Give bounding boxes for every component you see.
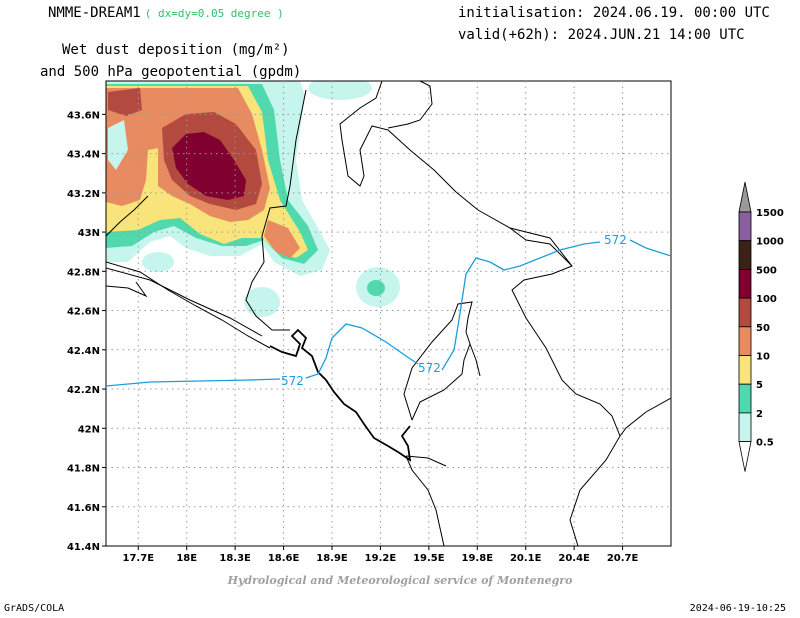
colorbar-label: 50 (756, 323, 770, 334)
colorbar-label: 500 (756, 265, 777, 276)
valid-time: valid(+62h): 2024.JUN.21 14:00 UTC (458, 27, 745, 43)
lat-label: 42.8N (67, 267, 100, 278)
contour-label: 572 (281, 374, 304, 388)
lon-label: 20.1E (510, 553, 542, 564)
field-title: Wet dust deposition (mg/m²) (62, 42, 290, 58)
longitude-labels: 17.7E 18E 18.3E 18.6E 18.9E 19.2E 19.5E 19.8E 20… (123, 553, 639, 564)
lat-label: 41.8N (67, 464, 100, 475)
contour-label: 572 (604, 233, 627, 247)
lat-label: 41.6N (67, 503, 100, 514)
colorbar-label: 1500 (756, 208, 784, 219)
model-resolution: ( dx=dy=0.05 degree ) (144, 7, 284, 20)
lon-label: 20.7E (607, 553, 639, 564)
coastline (269, 328, 412, 462)
lon-label: 19.8E (462, 553, 494, 564)
contour-labels: 572 572 572 (281, 233, 627, 388)
render-timestamp: 2024-06-19-10:25 (689, 603, 786, 614)
lat-label: 41.4N (67, 542, 100, 553)
lon-label: 18E (176, 553, 197, 564)
model-title: NMME-DREAM1( dx=dy=0.05 degree ) (48, 5, 284, 21)
lat-label: 43.2N (67, 189, 100, 200)
lat-label: 43.6N (67, 110, 100, 121)
credit-text: Hydrological and Meteorological service … (227, 574, 573, 587)
lon-label: 18.9E (316, 553, 348, 564)
lat-label: 43.4N (67, 150, 100, 161)
model-name: NMME-DREAM1 (48, 5, 141, 21)
contour-label: 572 (418, 361, 441, 375)
colorbar-label: 2 (756, 409, 763, 420)
colorbar-label: 100 (756, 294, 777, 305)
lat-label: 42.2N (67, 385, 100, 396)
initialisation-time: initialisation: 2024.06.19. 00:00 UTC (458, 5, 770, 21)
software-label: GrADS/COLA (4, 603, 65, 614)
map-frame (105, 80, 672, 547)
lon-label: 19.5E (413, 553, 445, 564)
colorbar-label: 5 (756, 380, 763, 391)
lon-label: 18.6E (268, 553, 300, 564)
colorbar-label: 0.5 (756, 438, 774, 449)
colorbar-segment (738, 412, 752, 442)
colorbar-segment (738, 355, 752, 385)
lat-lon-grid (106, 81, 671, 546)
lon-label: 20.4E (558, 553, 590, 564)
latitude-labels: 43.6N 43.4N 43.2N 43N 42.8N 42.6N 42.4N 42.2N 42… (67, 110, 100, 553)
lon-label: 17.7E (123, 553, 155, 564)
field-subtitle: and 500 hPa geopotential (gpdm) (40, 64, 302, 80)
colorbar-segment (738, 268, 752, 299)
country-borders (106, 81, 671, 546)
colorbar-top-arrow (738, 181, 752, 213)
lat-label: 42.6N (67, 307, 100, 318)
lat-label: 42N (78, 424, 100, 435)
lat-label: 43N (78, 228, 100, 239)
geopotential-contours (106, 239, 671, 387)
lat-label: 42.4N (67, 346, 100, 357)
colorbar-segment (738, 211, 752, 242)
colorbar-segment (738, 383, 752, 414)
colorbar-segment (738, 297, 752, 328)
dust-deposition-field (106, 81, 400, 317)
colorbar-label: 1000 (756, 237, 784, 248)
lon-label: 18.3E (219, 553, 251, 564)
colorbar-label: 10 (756, 352, 770, 363)
axis-ticks (102, 113, 624, 550)
colorbar-segment (738, 326, 752, 356)
colorbar-segment (738, 240, 752, 270)
lon-label: 19.2E (365, 553, 397, 564)
colorbar: 1500 1000 500 100 50 10 5 2 0.5 (738, 181, 784, 472)
colorbar-bottom-arrow (738, 441, 752, 472)
